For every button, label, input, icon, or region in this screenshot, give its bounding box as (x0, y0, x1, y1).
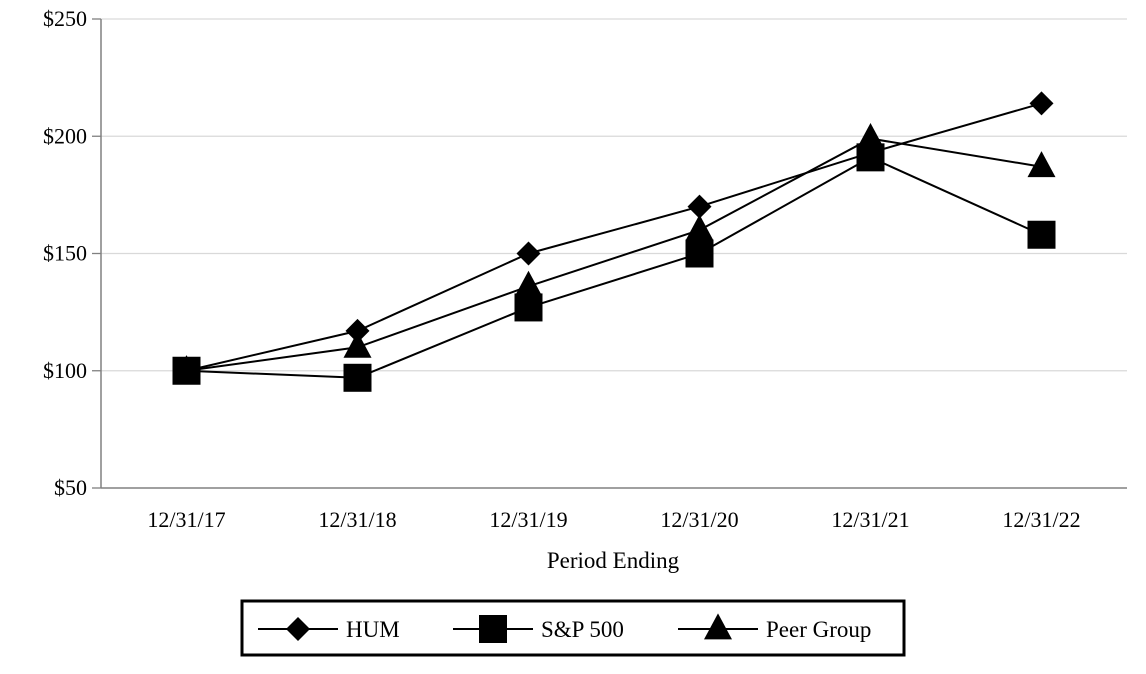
legend-diamond-icon (286, 617, 310, 641)
series-markers (172, 91, 1056, 392)
series-line (186, 102, 1042, 372)
y-tick-label: $100 (43, 358, 87, 383)
series-lines (186, 102, 1042, 379)
legend-label: Peer Group (766, 617, 871, 642)
triangle-marker (1027, 151, 1056, 178)
diamond-marker (1029, 91, 1054, 116)
legend-label: S&P 500 (541, 617, 624, 642)
tick-labels: $50 $100 $150 $200 $250 12/31/17 12/31/18 12/31… (43, 6, 1081, 532)
y-tick-label: $200 (43, 123, 87, 148)
x-tick-label: 12/31/18 (318, 507, 396, 532)
triangle-marker (343, 331, 372, 358)
axes (92, 18, 1127, 489)
x-tick-label: 12/31/19 (489, 507, 567, 532)
triangle-marker (514, 270, 543, 297)
legend-box (240, 599, 906, 657)
x-tick-label: 12/31/21 (831, 507, 909, 532)
triangle-marker (172, 355, 201, 382)
legend: HUM S&P 500 Peer Group (240, 599, 906, 657)
x-axis-title: Period Ending (547, 548, 680, 573)
legend-label: HUM (346, 617, 400, 642)
x-tick-label: 12/31/20 (660, 507, 738, 532)
x-tick-label: 12/31/22 (1002, 507, 1080, 532)
square-marker (343, 363, 372, 392)
square-marker (514, 293, 543, 322)
y-tick-label: $150 (43, 241, 87, 266)
diamond-marker (516, 241, 541, 266)
diamond-marker (345, 318, 370, 343)
legend-triangle-icon (704, 613, 732, 640)
series-line (186, 137, 1042, 372)
square-marker (685, 239, 714, 268)
triangle-marker (856, 122, 885, 149)
legend-square-icon (479, 615, 507, 643)
series-line (186, 156, 1042, 379)
legend-item: Peer Group (678, 613, 871, 642)
legend-items: HUM S&P 500 Peer Group (258, 613, 871, 643)
y-tick-label: $50 (54, 475, 87, 500)
gridlines (101, 18, 1127, 372)
y-tick-label: $250 (43, 6, 87, 31)
square-marker (1027, 220, 1056, 249)
x-tick-label: 12/31/17 (147, 507, 225, 532)
diamond-marker (687, 194, 712, 219)
triangle-marker (685, 214, 714, 241)
legend-item: S&P 500 (453, 615, 624, 643)
legend-item: HUM (258, 617, 400, 642)
